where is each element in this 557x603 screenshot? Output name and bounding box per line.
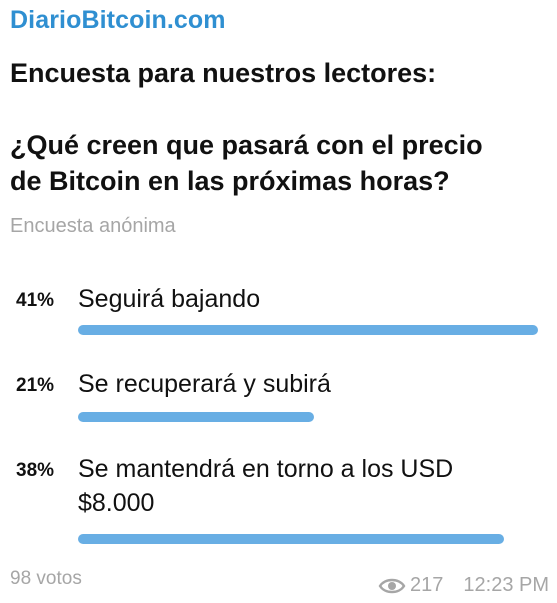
option-text-line: Se recuperará y subirá: [78, 370, 331, 398]
message-time: 12:23 PM: [463, 574, 549, 596]
poll-type-label: Encuesta anónima: [10, 215, 176, 237]
option-percent: 41%: [16, 290, 55, 311]
option-text-line: $8.000: [78, 489, 155, 517]
option-result-bar: [78, 325, 538, 335]
poll-question: Encuesta para nuestros lectores: ¿Qué cr…: [10, 55, 550, 199]
option-result-bar: [78, 534, 504, 544]
option-text-line: Se mantendrá en torno a los USD: [78, 455, 454, 483]
channel-name[interactable]: DiarioBitcoin.com: [10, 6, 226, 34]
option-text-line: Seguirá bajando: [78, 285, 261, 313]
option-text: Se recuperará y subirá: [78, 367, 538, 401]
message-meta: 217 12:23 PM: [378, 574, 549, 597]
option-text: Seguirá bajando: [78, 282, 538, 316]
question-line: ¿Qué creen que pasará con el precio: [10, 130, 483, 160]
question-spacer: [10, 91, 550, 127]
option-result-bar: [78, 412, 314, 422]
option-text: Se mantendrá en torno a los USD $8.000: [78, 452, 538, 520]
view-count: 217: [410, 574, 444, 596]
option-percent: 21%: [16, 375, 55, 396]
vote-count[interactable]: 98 votos: [10, 568, 82, 589]
eye-icon: [378, 578, 406, 593]
question-line: Encuesta para nuestros lectores:: [10, 58, 437, 88]
option-percent: 38%: [16, 460, 55, 481]
question-line: de Bitcoin en las próximas horas?: [10, 166, 450, 196]
